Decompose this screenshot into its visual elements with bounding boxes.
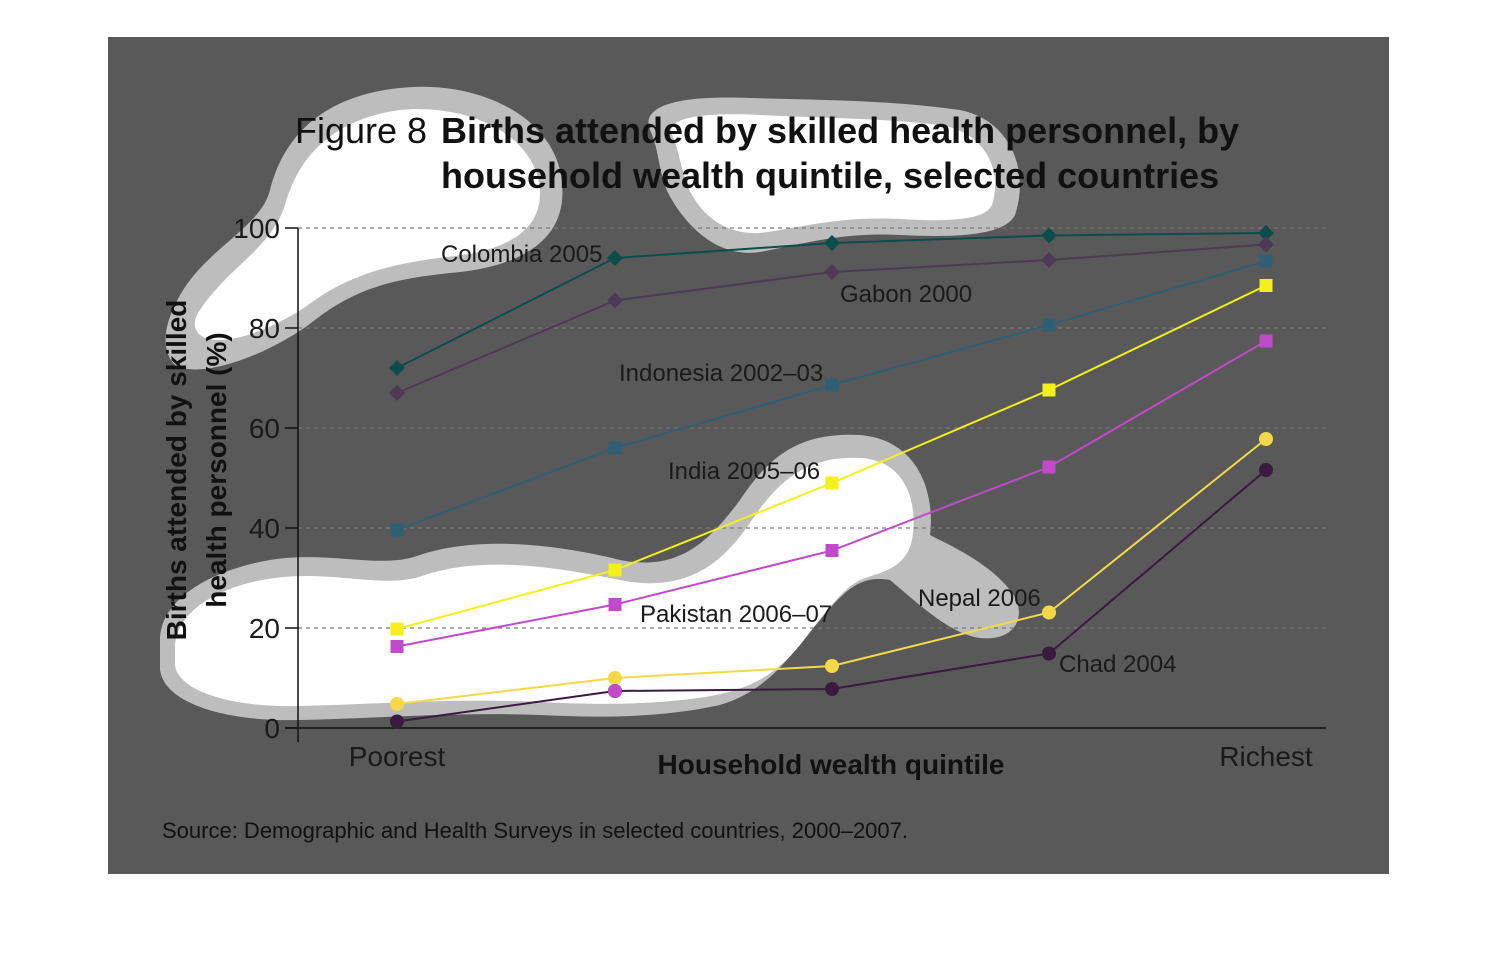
data-point (1042, 383, 1056, 397)
blob-left (194, 109, 540, 341)
data-point (390, 640, 404, 653)
data-point (1259, 334, 1273, 348)
series-gabon-2000 (389, 236, 1274, 401)
y-tick-label: 20 (249, 613, 280, 644)
data-point (608, 563, 622, 577)
y-tick-label: 60 (249, 413, 280, 444)
blob-top (671, 114, 996, 234)
label-nepal: Nepal 2006 (918, 585, 1041, 612)
data-point (825, 659, 839, 673)
data-point (1259, 254, 1273, 268)
data-point (1042, 460, 1056, 474)
figure-title-line1: Births attended by skilled health person… (441, 110, 1239, 151)
data-point (1259, 432, 1273, 446)
x-tick-label: Richest (1219, 741, 1313, 772)
series-group (389, 225, 1274, 729)
data-point (824, 264, 840, 280)
data-point (825, 476, 839, 490)
data-point (1041, 227, 1057, 244)
data-point (825, 544, 839, 557)
data-point (389, 385, 405, 401)
data-point (390, 714, 404, 729)
data-point (390, 697, 404, 711)
data-point (389, 360, 405, 376)
series-colombia-2005 (389, 225, 1274, 376)
data-point (1258, 225, 1274, 241)
source-note: Source: Demographic and Health Surveys i… (162, 818, 908, 843)
axes (285, 228, 1326, 742)
data-point (1041, 252, 1057, 268)
x-tick-labels: Poorest Richest (349, 741, 1313, 772)
data-point (1042, 605, 1056, 620)
data-point (1042, 318, 1056, 332)
data-point (825, 378, 839, 392)
label-indonesia: Indonesia 2002–03 (619, 360, 823, 387)
label-pakistan: Pakistan 2006–07 (640, 601, 832, 628)
y-tick-label: 40 (249, 513, 280, 544)
y-tick-label: 100 (233, 213, 280, 244)
label-chad: Chad 2004 (1059, 651, 1176, 678)
gridlines (285, 227, 1326, 729)
x-axis-title: Household wealth quintile (658, 749, 1005, 780)
y-tick-label: 0 (264, 713, 280, 744)
data-point (1259, 279, 1273, 292)
data-point (608, 441, 622, 455)
series-india-2005-06 (390, 279, 1273, 636)
data-point (1042, 646, 1056, 661)
y-axis-title-line1: Births attended by skilled (161, 300, 192, 641)
series-nepal-2006 (390, 432, 1273, 711)
y-tick-labels: 0 20 40 60 80 100 (233, 213, 280, 744)
label-colombia: Colombia 2005 (441, 241, 602, 268)
y-axis-title-line2: health personnel (%) (201, 332, 232, 607)
data-point (1258, 236, 1274, 253)
series-indonesia-2002-03 (390, 254, 1273, 537)
series-pakistan-2006-07 (390, 334, 1273, 653)
data-point (825, 682, 839, 696)
x-tick-label: Poorest (349, 741, 446, 772)
figure-title-line2: household wealth quintile, selected coun… (441, 155, 1219, 196)
label-gabon: Gabon 2000 (840, 281, 972, 308)
label-india: India 2005–06 (668, 458, 820, 485)
figure-number: Figure 8 (295, 110, 427, 151)
y-tick-label: 80 (249, 313, 280, 344)
data-point (824, 235, 840, 251)
data-point (607, 292, 623, 309)
series-extra-7 (608, 684, 622, 698)
data-point (608, 671, 622, 685)
data-point (608, 684, 622, 698)
data-point (607, 250, 623, 266)
data-point (390, 622, 404, 636)
data-point (390, 523, 404, 537)
data-point (608, 598, 622, 611)
blob-bottom (175, 457, 914, 707)
data-point (1259, 463, 1273, 477)
series-chad-2004 (390, 463, 1273, 729)
